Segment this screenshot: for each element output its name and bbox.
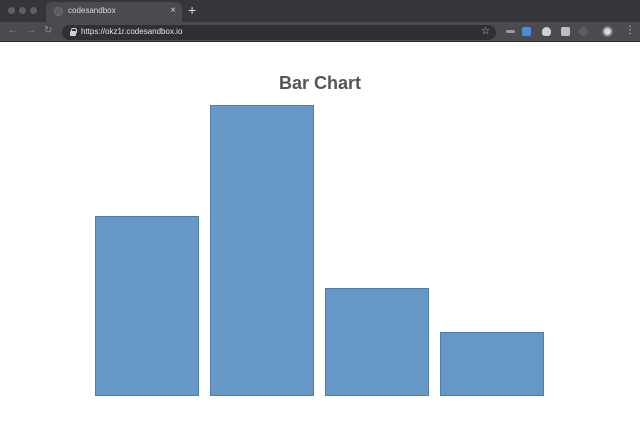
tab-strip: codesandbox × + [0,0,640,22]
close-window-dot[interactable] [8,7,15,14]
more-vert-icon[interactable]: ⋮ [625,24,635,38]
extension-dark-icon[interactable] [579,27,588,36]
tab-title: codesandbox [68,6,116,15]
extension-blue-icon[interactable] [522,27,531,36]
forward-arrow-icon[interactable]: → [26,24,36,38]
bar-1 [95,216,199,396]
tab-close-icon[interactable]: × [170,5,176,17]
chart-title: Bar Chart [0,73,640,94]
bar-3 [325,288,429,396]
codesandbox-favicon-icon [54,7,63,16]
back-arrow-icon[interactable]: ← [8,24,18,38]
extension-hand-icon[interactable] [542,27,551,36]
star-icon[interactable]: ☆ [481,25,490,39]
bar-2 [210,105,314,396]
extension-box-icon[interactable] [561,27,570,36]
profile-avatar[interactable] [602,26,613,37]
browser-tab[interactable]: codesandbox × [46,2,182,22]
browser-toolbar: ← → ↻ https://okz1r.codesandbox.io ☆ ⋮ [0,22,640,42]
reload-icon[interactable]: ↻ [44,24,52,38]
maximize-window-dot[interactable] [30,7,37,14]
lock-icon [70,28,76,36]
new-tab-button[interactable]: + [188,3,196,17]
extension-key-icon[interactable] [506,30,515,33]
minimize-window-dot[interactable] [19,7,26,14]
url-text: https://okz1r.codesandbox.io [81,27,182,36]
bar-4 [440,332,544,396]
page-content: Bar Chart [0,43,640,444]
address-bar[interactable]: https://okz1r.codesandbox.io ☆ [62,25,496,40]
